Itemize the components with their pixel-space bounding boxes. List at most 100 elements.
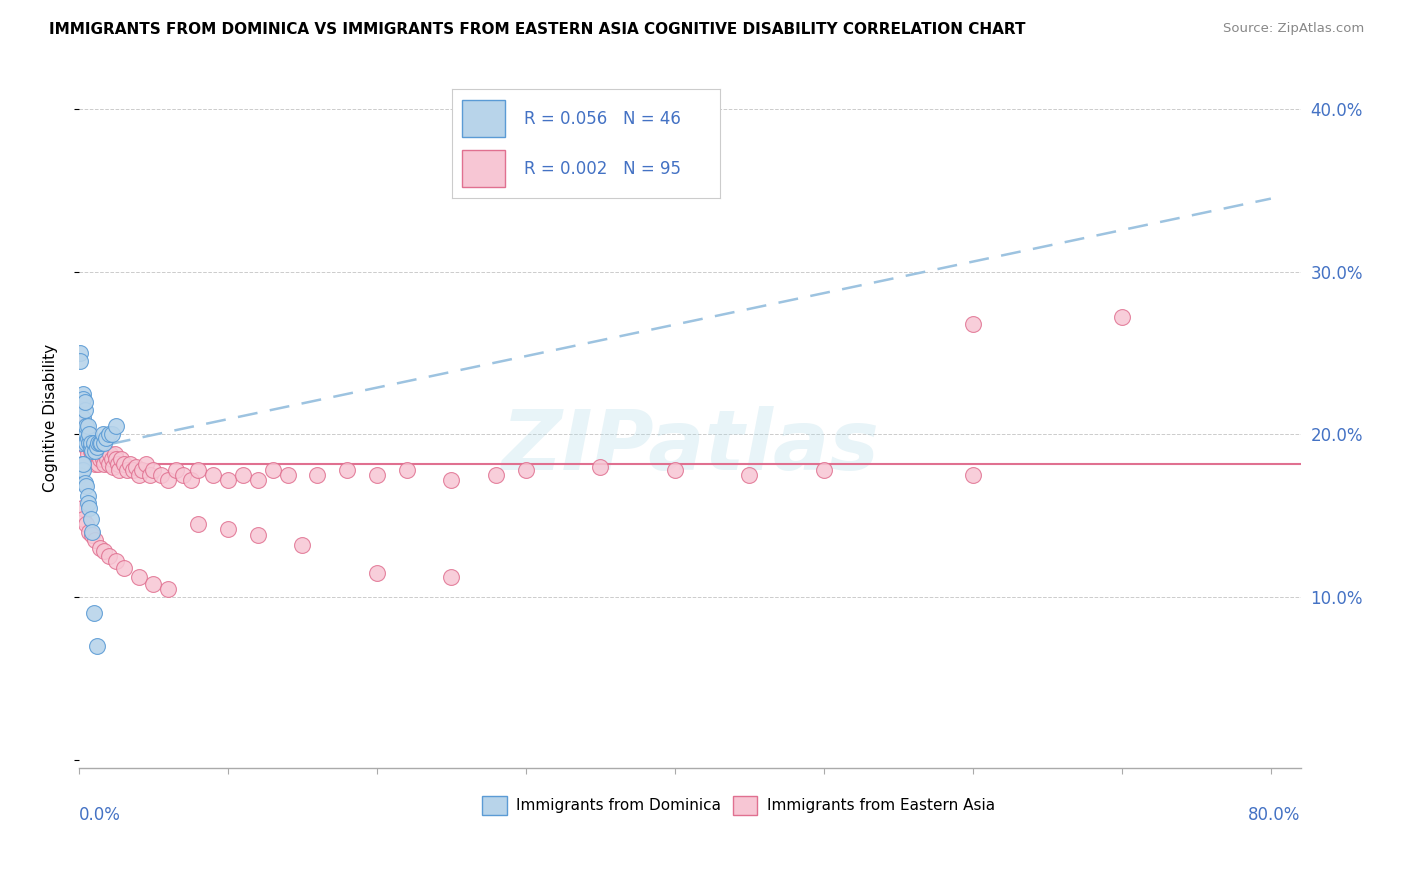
Point	[83, 435, 105, 450]
Point	[84, 457, 107, 471]
Point	[69, 354, 91, 368]
Point	[80, 435, 103, 450]
Point	[75, 516, 97, 531]
Point	[94, 447, 117, 461]
Point	[97, 427, 120, 442]
Point	[73, 419, 96, 434]
Point	[73, 395, 96, 409]
Point	[515, 463, 537, 477]
Point	[139, 468, 162, 483]
Point	[75, 441, 97, 455]
Point	[70, 457, 93, 471]
Point	[93, 457, 115, 471]
Point	[336, 463, 359, 477]
Point	[79, 427, 101, 442]
Point	[75, 427, 97, 442]
Point	[100, 427, 122, 442]
Point	[79, 500, 101, 515]
Point	[91, 427, 114, 442]
Point	[97, 457, 120, 471]
Point	[69, 468, 91, 483]
Point	[142, 463, 165, 477]
Point	[72, 463, 94, 477]
Point	[105, 419, 128, 434]
Point	[72, 392, 94, 406]
Text: Source: ZipAtlas.com: Source: ZipAtlas.com	[1223, 22, 1364, 36]
Text: 80.0%: 80.0%	[1249, 806, 1301, 824]
Point	[94, 431, 117, 445]
Point	[77, 435, 100, 450]
Point	[217, 522, 239, 536]
Point	[738, 468, 761, 483]
Point	[80, 443, 103, 458]
Point	[80, 441, 103, 455]
Point	[1111, 310, 1133, 325]
Point	[84, 533, 107, 547]
Point	[80, 512, 103, 526]
Point	[70, 398, 93, 412]
Point	[72, 386, 94, 401]
Point	[86, 441, 108, 455]
Point	[79, 524, 101, 539]
Point	[246, 473, 269, 487]
Point	[128, 468, 150, 483]
Point	[112, 457, 135, 471]
Point	[93, 544, 115, 558]
Point	[82, 443, 104, 458]
Point	[813, 463, 835, 477]
Point	[395, 463, 418, 477]
Point	[86, 441, 108, 455]
Point	[82, 528, 104, 542]
Point	[79, 427, 101, 442]
Point	[262, 463, 284, 477]
Point	[75, 427, 97, 442]
Point	[79, 435, 101, 450]
Point	[366, 566, 388, 580]
Point	[98, 447, 121, 461]
Point	[165, 463, 187, 477]
Point	[202, 468, 225, 483]
Point	[291, 538, 314, 552]
Point	[277, 468, 299, 483]
Point	[80, 435, 103, 450]
Point	[112, 560, 135, 574]
Text: Immigrants from Eastern Asia: Immigrants from Eastern Asia	[766, 798, 995, 813]
Point	[72, 427, 94, 442]
Point	[83, 606, 105, 620]
Point	[70, 411, 93, 425]
Point	[70, 435, 93, 450]
Point	[440, 473, 463, 487]
Point	[77, 447, 100, 461]
Point	[87, 457, 110, 471]
Point	[75, 479, 97, 493]
Point	[105, 451, 128, 466]
Point	[69, 427, 91, 442]
Point	[93, 435, 115, 450]
Point	[128, 570, 150, 584]
Point	[103, 459, 125, 474]
Point	[366, 468, 388, 483]
Point	[97, 549, 120, 564]
Point	[91, 451, 114, 466]
Point	[89, 541, 111, 556]
Point	[73, 403, 96, 417]
Point	[86, 639, 108, 653]
Point	[157, 582, 180, 596]
Point	[89, 435, 111, 450]
Point	[84, 443, 107, 458]
FancyBboxPatch shape	[733, 796, 756, 815]
Point	[307, 468, 329, 483]
Point	[82, 447, 104, 461]
Point	[90, 447, 112, 461]
Point	[187, 463, 209, 477]
Point	[77, 496, 100, 510]
Point	[485, 468, 508, 483]
Point	[70, 435, 93, 450]
Point	[664, 463, 686, 477]
Point	[72, 411, 94, 425]
Point	[83, 451, 105, 466]
Point	[82, 524, 104, 539]
Point	[79, 435, 101, 450]
Point	[70, 427, 93, 442]
Point	[107, 457, 129, 471]
